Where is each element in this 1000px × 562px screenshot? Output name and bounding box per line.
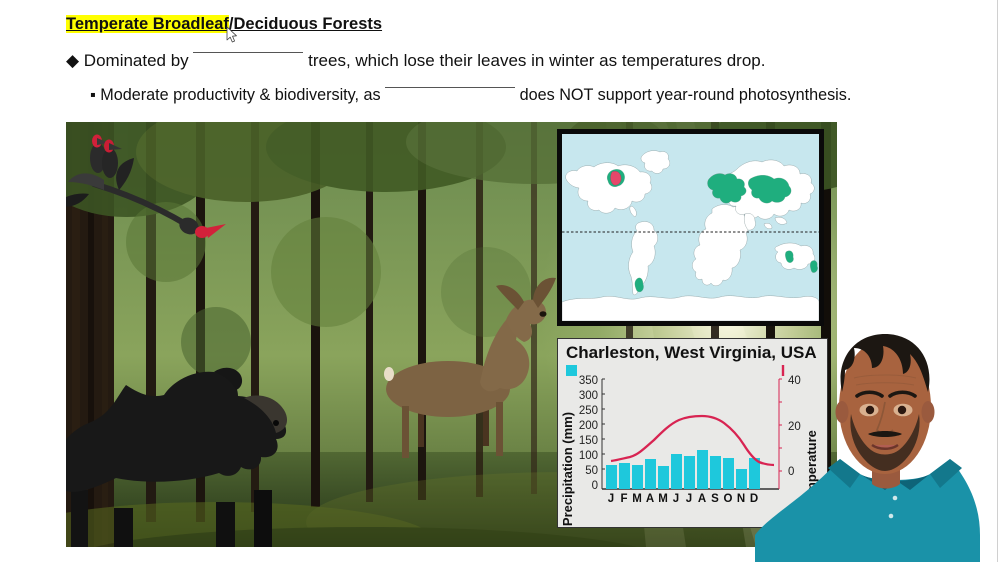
svg-text:S: S	[711, 493, 719, 505]
svg-text:F: F	[620, 493, 627, 505]
svg-text:J: J	[673, 493, 679, 505]
svg-text:J: J	[686, 493, 692, 505]
svg-text:50: 50	[585, 465, 598, 477]
svg-text:Precipitation (mm): Precipitation (mm)	[560, 412, 575, 526]
svg-text:300: 300	[579, 390, 598, 402]
svg-text:0: 0	[592, 480, 598, 492]
svg-text:M: M	[658, 493, 668, 505]
svg-text:O: O	[724, 493, 733, 505]
svg-text:100: 100	[579, 450, 598, 462]
svg-text:J: J	[608, 493, 614, 505]
svg-text:250: 250	[579, 405, 598, 417]
svg-text:A: A	[698, 493, 706, 505]
svg-text:N: N	[737, 493, 745, 505]
svg-text:200: 200	[579, 420, 598, 432]
svg-text:M: M	[632, 493, 642, 505]
svg-text:150: 150	[579, 435, 598, 447]
svg-text:350: 350	[579, 375, 598, 387]
svg-text:A: A	[646, 493, 654, 505]
